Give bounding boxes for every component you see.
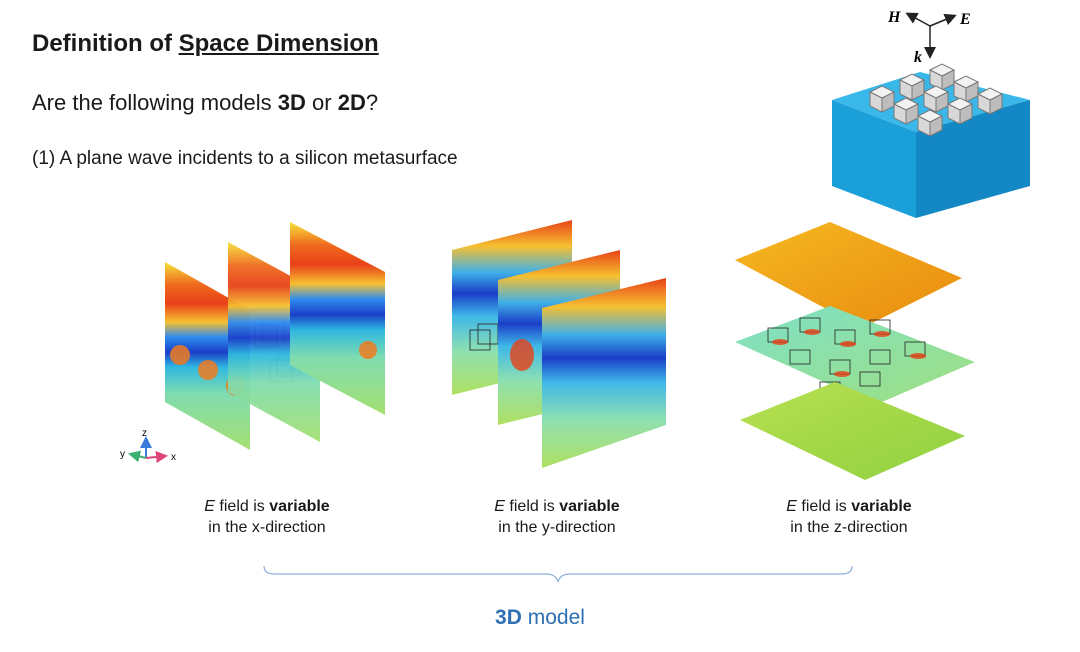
caption-z-bold: variable — [851, 498, 912, 515]
metasurface-inset: H E k — [832, 9, 1030, 218]
caption-y-bold: variable — [559, 498, 620, 515]
caption-z-line2: in the z-direction — [790, 519, 908, 536]
slide-title: Definition of Space Dimension — [32, 30, 379, 58]
caption-x-line2: in the x-direction — [208, 519, 326, 536]
substrate-right — [916, 100, 1030, 218]
field-slices: z y x — [120, 220, 975, 480]
title-prefix: Definition of — [32, 30, 179, 57]
e-label: E — [959, 11, 971, 28]
caption-x: E field is variable in the x-direction — [157, 496, 377, 538]
caption-y-mid: field is — [504, 498, 560, 515]
h-arrow — [905, 12, 931, 27]
z-slice-top — [735, 222, 962, 328]
caption-z-e: E — [786, 498, 797, 515]
item-1: (1) A plane wave incidents to a silicon … — [32, 148, 458, 169]
substrate-left — [832, 100, 916, 218]
caption-y: E field is variable in the y-direction — [447, 496, 667, 538]
axis-z-label: z — [142, 428, 147, 439]
axis-x-label: x — [171, 452, 176, 463]
brace — [263, 565, 853, 583]
question-text: Are the following models 3D or 2D? — [32, 90, 378, 116]
axis-y-label: y — [120, 449, 125, 460]
caption-x-bold: variable — [269, 498, 330, 515]
question-opt1: 3D — [277, 90, 306, 115]
pillars — [868, 63, 1004, 137]
z-slice-bottom — [740, 382, 965, 480]
question-opt2: 2D — [337, 90, 366, 115]
z-slices — [735, 222, 975, 480]
h-label: H — [887, 9, 901, 26]
question-prefix: Are the following models — [32, 90, 278, 115]
caption-x-e: E — [204, 498, 215, 515]
caption-z-mid: field is — [796, 498, 852, 515]
conclusion: 3D model — [0, 606, 1080, 630]
y-slice-3 — [542, 278, 666, 468]
k-label: k — [914, 49, 922, 66]
conclusion-rest: model — [521, 606, 585, 629]
e-arrow — [929, 13, 957, 27]
caption-z: E field is variable in the z-direction — [739, 496, 959, 538]
question-suffix: ? — [365, 90, 379, 115]
caption-y-e: E — [494, 498, 505, 515]
question-mid: or — [305, 90, 338, 115]
title-underlined: Space Dimension — [178, 30, 379, 57]
z-slice-middle — [735, 306, 975, 405]
x-slice-3 — [290, 222, 385, 415]
caption-x-mid: field is — [214, 498, 270, 515]
x-slices — [165, 222, 385, 450]
y-slices — [452, 220, 666, 468]
conclusion-bold: 3D — [495, 606, 522, 629]
caption-y-line2: in the y-direction — [498, 519, 616, 536]
axes-icon: z y x — [120, 428, 176, 463]
